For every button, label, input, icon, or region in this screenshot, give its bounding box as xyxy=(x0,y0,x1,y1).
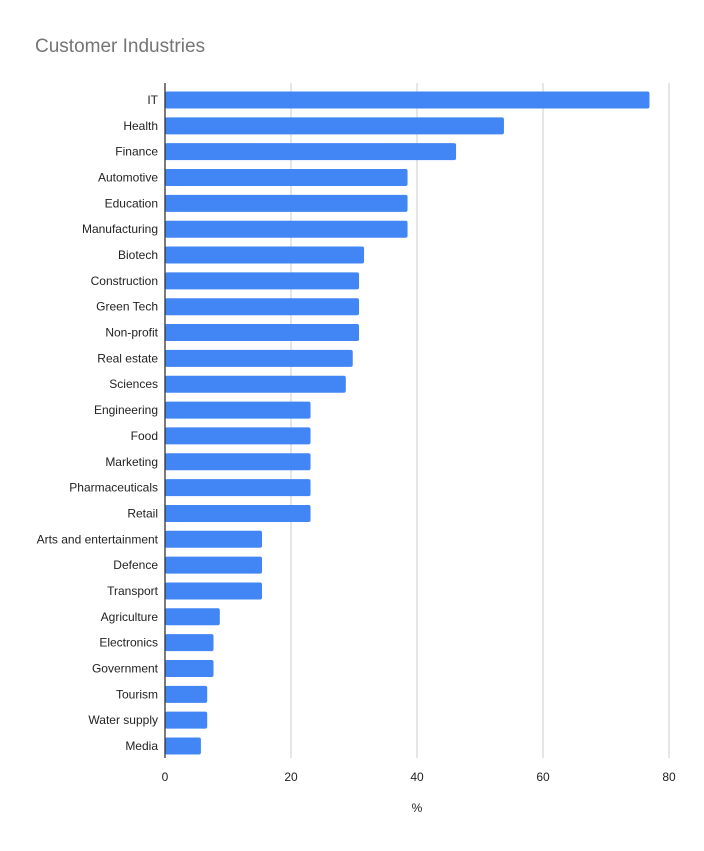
bar xyxy=(165,194,408,212)
bar xyxy=(165,634,214,652)
y-tick-label: Education xyxy=(105,196,158,210)
y-tick-label: Media xyxy=(125,739,158,753)
x-tick-label: 80 xyxy=(662,770,676,784)
bar xyxy=(165,479,311,497)
y-tick-label: Engineering xyxy=(94,403,158,417)
bar xyxy=(165,582,263,600)
bar xyxy=(165,556,263,574)
y-tick-label: Retail xyxy=(127,506,158,520)
y-tick-label: Green Tech xyxy=(96,300,158,314)
bar xyxy=(165,298,360,316)
bar xyxy=(165,504,311,522)
y-tick-label: Government xyxy=(92,661,159,675)
bar xyxy=(165,608,220,626)
y-tick-label: Arts and entertainment xyxy=(37,532,159,546)
y-tick-label: Real estate xyxy=(97,351,158,365)
y-tick-label: Automotive xyxy=(98,171,158,185)
x-axis-label: % xyxy=(412,801,423,815)
x-tick-label: 40 xyxy=(410,770,424,784)
y-tick-label: Agriculture xyxy=(101,610,159,624)
bar xyxy=(165,91,650,109)
y-tick-label: Pharmaceuticals xyxy=(69,481,158,495)
bar xyxy=(165,220,408,238)
bar xyxy=(165,272,360,290)
y-tick-label: Construction xyxy=(91,274,158,288)
x-tick-label: 60 xyxy=(536,770,550,784)
bar xyxy=(165,659,214,677)
bar xyxy=(165,685,208,703)
bar xyxy=(165,117,504,135)
bar xyxy=(165,375,346,393)
bar xyxy=(165,324,360,342)
x-tick-label: 0 xyxy=(162,770,169,784)
chart-title: Customer Industries xyxy=(35,36,206,57)
y-tick-label: Electronics xyxy=(99,636,158,650)
y-tick-label: Tourism xyxy=(116,687,158,701)
bar xyxy=(165,169,408,187)
bar xyxy=(165,453,311,471)
y-tick-label: Finance xyxy=(115,145,158,159)
y-tick-label: Marketing xyxy=(105,455,158,469)
y-tick-label: Manufacturing xyxy=(82,222,158,236)
y-tick-label: IT xyxy=(147,93,158,107)
y-tick-label: Food xyxy=(131,429,158,443)
bar xyxy=(165,530,263,548)
y-tick-label: Biotech xyxy=(118,248,158,262)
bar xyxy=(165,246,365,264)
bar xyxy=(165,427,311,445)
y-tick-label: Non-profit xyxy=(105,326,158,340)
bar xyxy=(165,401,311,419)
y-tick-label: Defence xyxy=(113,558,158,572)
x-tick-label: 20 xyxy=(284,770,298,784)
y-tick-label: Transport xyxy=(107,584,159,598)
y-tick-label: Sciences xyxy=(109,377,158,391)
y-tick-label: Health xyxy=(123,119,158,133)
bar xyxy=(165,711,208,729)
bar xyxy=(165,143,457,161)
bar xyxy=(165,349,353,367)
bar xyxy=(165,737,201,755)
y-tick-label: Water supply xyxy=(88,713,158,727)
